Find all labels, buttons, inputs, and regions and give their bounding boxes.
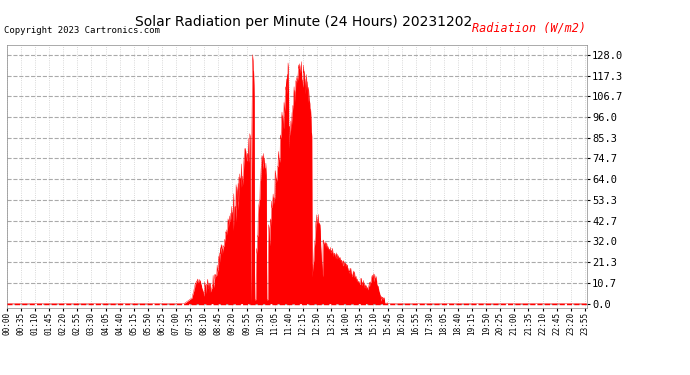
Text: Radiation (W/m2): Radiation (W/m2) (473, 21, 586, 34)
Text: Solar Radiation per Minute (24 Hours) 20231202: Solar Radiation per Minute (24 Hours) 20… (135, 15, 472, 29)
Text: Copyright 2023 Cartronics.com: Copyright 2023 Cartronics.com (4, 26, 160, 34)
